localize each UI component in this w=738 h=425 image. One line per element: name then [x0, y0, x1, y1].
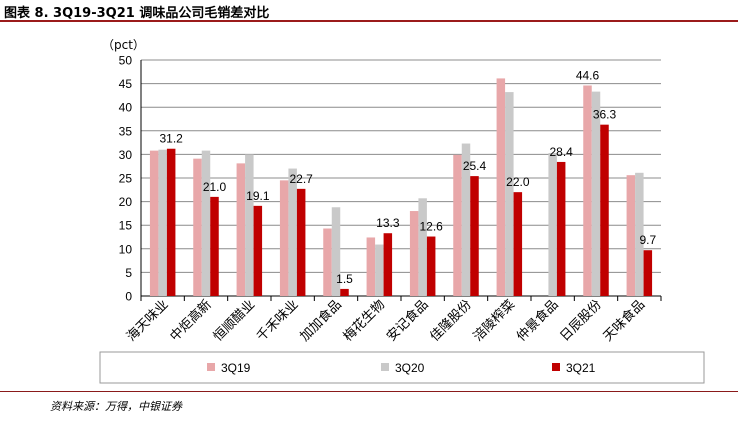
bar-3Q19-涪陵榨菜 [496, 78, 506, 297]
bar-3Q20-佳隆股份 [461, 143, 471, 296]
y-tick-label: 35 [119, 124, 133, 138]
bar-3Q19-梅花生物 [366, 237, 376, 296]
source-note: 资料来源：万得，中银证券 [50, 400, 182, 413]
x-category-label: 天味食品 [600, 297, 648, 345]
bar-3Q21-加加食品 [340, 288, 349, 296]
data-label: 25.4 [463, 159, 487, 173]
y-tick-label: 20 [119, 195, 133, 209]
bar-3Q20-涪陵榨菜 [505, 92, 514, 296]
y-tick-label: 10 [119, 242, 133, 256]
x-category-label: 梅花生物 [340, 297, 388, 345]
y-tick-label: 50 [119, 54, 133, 68]
bar-3Q21-梅花生物 [383, 233, 393, 296]
bar-3Q21-千禾味业 [296, 188, 306, 296]
data-label: 1.5 [336, 272, 353, 286]
title-divider [0, 20, 738, 22]
x-category-label: 海天味业 [124, 297, 171, 344]
bar-3Q21-天味食品 [643, 250, 653, 296]
data-label: 28.4 [549, 145, 573, 159]
data-label: 21.0 [203, 180, 227, 194]
bar-3Q20-千禾味业 [288, 168, 297, 296]
bar-3Q20-日辰股份 [591, 91, 601, 297]
bar-3Q19-佳隆股份 [453, 154, 462, 296]
bar-3Q20-海天味业 [158, 149, 167, 296]
bar-3Q19-海天味业 [149, 150, 159, 296]
y-tick-label: 30 [119, 148, 133, 162]
data-label: 9.7 [639, 233, 656, 247]
legend-swatch-3Q20 [381, 363, 389, 371]
bar-3Q19-恒顺醋业 [236, 163, 246, 296]
bar-3Q20-仲景食品 [548, 152, 557, 296]
data-label: 31.2 [159, 132, 183, 146]
bar-3Q21-恒顺醋业 [253, 205, 263, 296]
data-label: 12.6 [419, 220, 443, 234]
legend-label-3Q19: 3Q19 [221, 361, 251, 375]
bar-3Q19-安记食品 [409, 211, 419, 296]
bar-3Q19-日辰股份 [583, 85, 592, 296]
data-label: 44.6 [576, 68, 600, 82]
y-tick-label: 0 [125, 290, 132, 304]
bar-3Q19-加加食品 [323, 228, 332, 296]
bar-3Q20-恒顺醋业 [245, 154, 254, 296]
x-category-label: 中炬高新 [167, 297, 215, 345]
footer-divider [0, 391, 738, 392]
bar-3Q21-仲景食品 [556, 161, 566, 296]
x-category-label: 恒顺醋业 [210, 297, 258, 345]
x-category-label: 佳隆股份 [427, 297, 474, 344]
x-category-label: 仲景食品 [513, 297, 561, 345]
legend-swatch-3Q21 [552, 363, 560, 371]
bar-3Q21-安记食品 [426, 236, 436, 296]
y-tick-label: 40 [119, 101, 133, 115]
x-category-label: 加加食品 [297, 297, 345, 345]
bar-3Q21-海天味业 [166, 148, 176, 296]
x-category-label: 安记食品 [383, 297, 431, 345]
legend-label-3Q20: 3Q20 [395, 361, 425, 375]
data-label: 22.7 [289, 172, 313, 186]
bar-3Q21-日辰股份 [600, 124, 609, 296]
y-tick-label: 5 [125, 266, 132, 280]
bar-3Q20-梅花生物 [375, 244, 384, 296]
bar-3Q20-天味食品 [635, 172, 644, 296]
bar-3Q21-佳隆股份 [470, 176, 479, 296]
x-category-label: 日辰股份 [557, 297, 604, 344]
y-axis-unit-label: （pct） [102, 38, 145, 52]
legend-box [99, 351, 705, 384]
bar-3Q19-天味食品 [626, 175, 636, 296]
bar-3Q19-中炬高新 [193, 158, 202, 296]
y-tick-label: 45 [119, 77, 133, 91]
x-category-label: 千禾味业 [254, 297, 301, 344]
bar-3Q21-涪陵榨菜 [513, 192, 523, 296]
bar-3Q20-加加食品 [331, 207, 341, 296]
bar-3Q19-千禾味业 [279, 180, 289, 296]
y-tick-label: 15 [119, 219, 133, 233]
y-tick-label: 25 [119, 172, 133, 186]
legend-label-3Q21: 3Q21 [566, 361, 596, 375]
bar-3Q20-安记食品 [418, 198, 427, 296]
bar-3Q20-中炬高新 [201, 150, 211, 296]
data-label: 36.3 [593, 108, 617, 122]
data-label: 22.0 [506, 175, 530, 189]
legend-swatch-3Q19 [207, 363, 215, 371]
data-label: 13.3 [376, 216, 400, 230]
x-category-label: 涪陵榨菜 [470, 297, 518, 345]
bar-chart: （pct） 0 5 10 15 20 25 30 35 40 45 50 44.6 31.2 21.0 19.… [99, 38, 705, 384]
bar-3Q21-中炬高新 [210, 196, 219, 296]
data-label: 19.1 [246, 189, 270, 203]
chart-title: 图表 8. 3Q19-3Q21 调味品公司毛销差对比 [4, 6, 270, 21]
